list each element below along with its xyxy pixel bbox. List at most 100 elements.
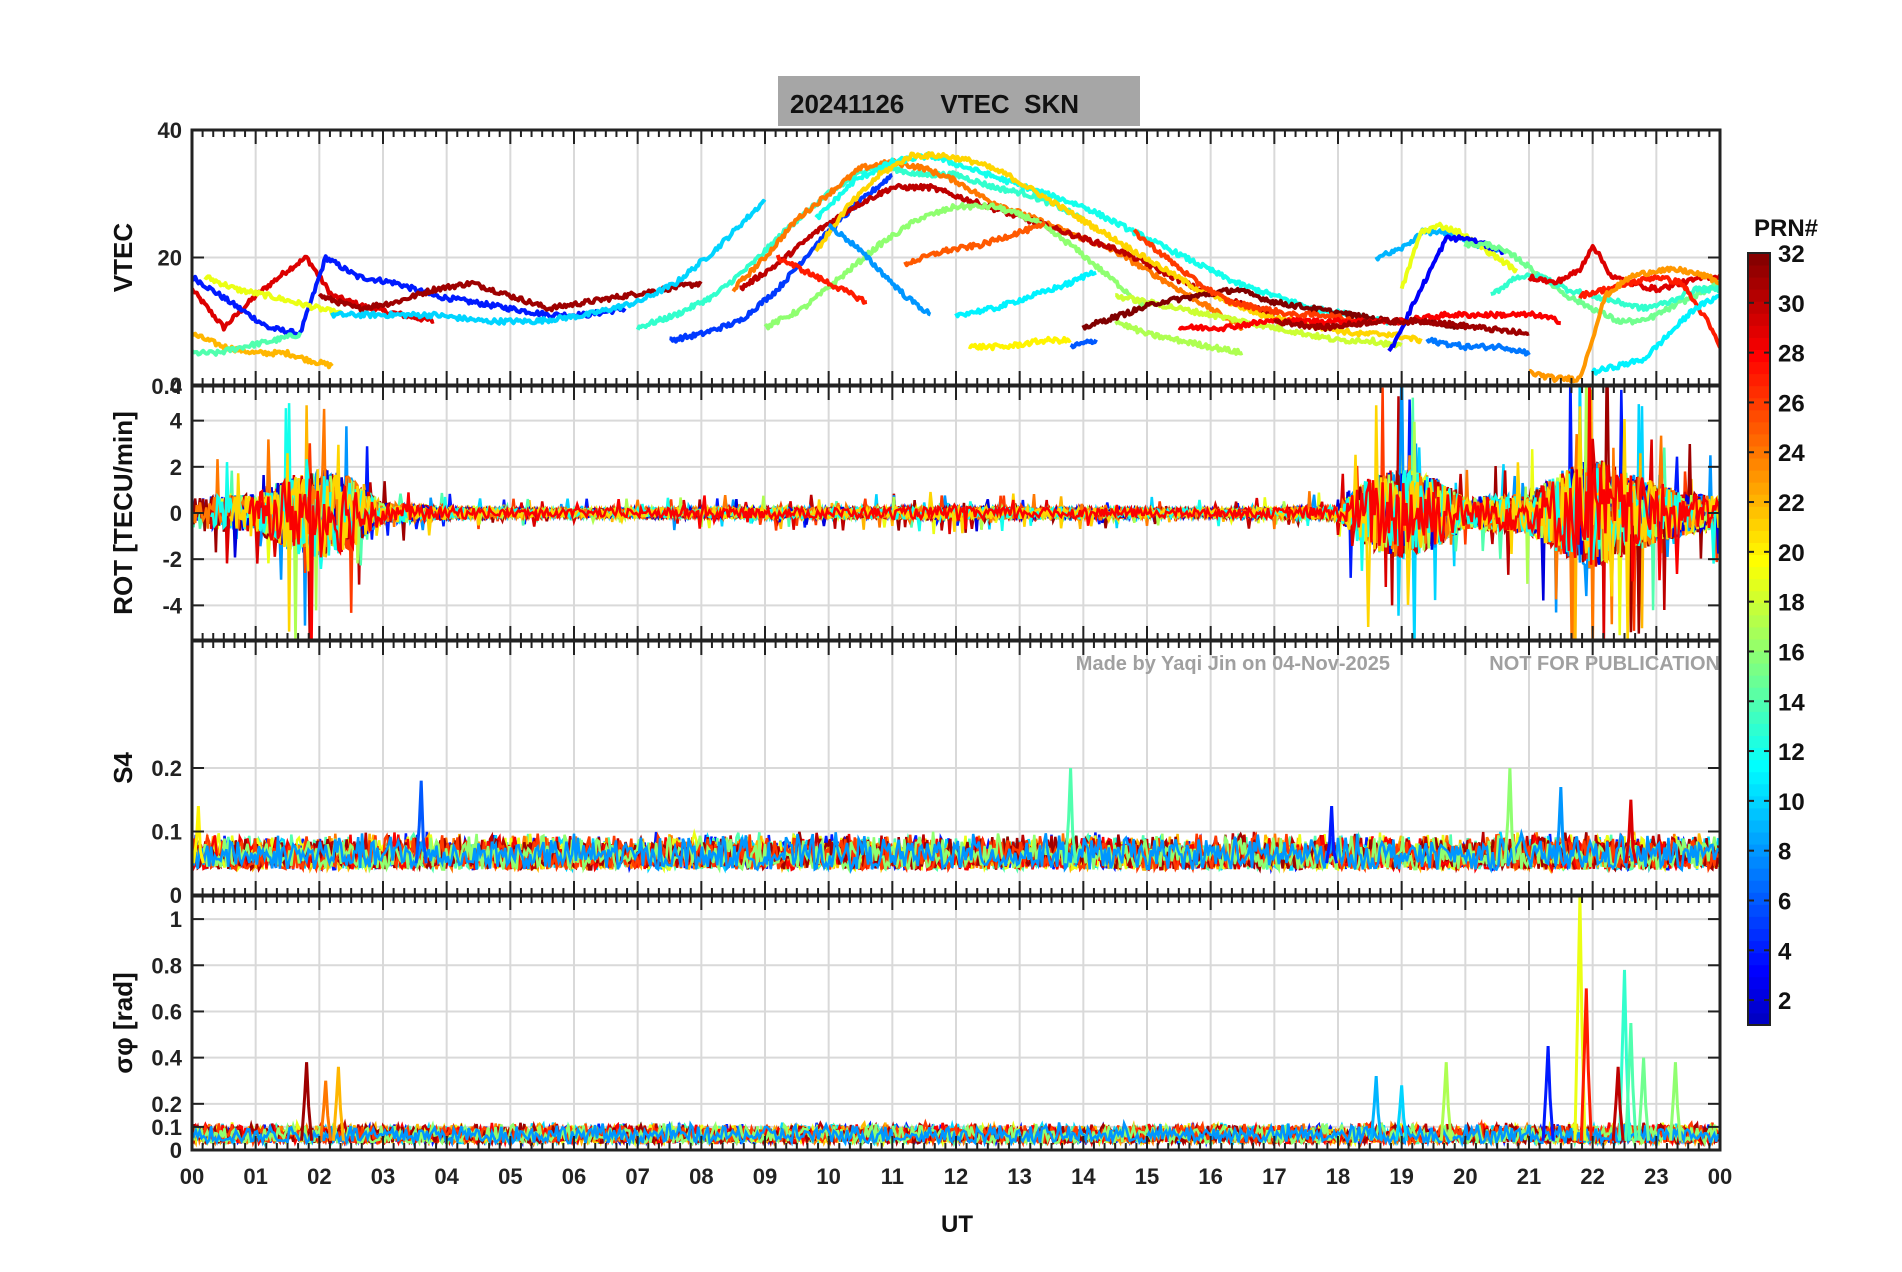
y-tick-label-vtec: 20 xyxy=(158,246,182,271)
vtec-series-prn-14 xyxy=(192,331,303,357)
x-tick-label: 04 xyxy=(434,1164,459,1189)
vtec-series-prn-20 xyxy=(967,335,1072,352)
colorbar-segment xyxy=(1748,711,1770,724)
colorbar-segment xyxy=(1748,253,1770,266)
vtec-series-prn-25 xyxy=(903,221,1046,268)
colorbar-segment xyxy=(1748,880,1770,893)
colorbar-segment xyxy=(1748,530,1770,543)
vtec-series-prn-6 xyxy=(1069,338,1098,350)
colorbar-segment xyxy=(1748,421,1770,435)
colorbar-segment xyxy=(1748,566,1770,580)
colorbar-segment xyxy=(1748,482,1770,495)
vtec-series-prn-17 xyxy=(1114,320,1244,356)
vtec-series-prn-22 xyxy=(192,331,334,370)
sigma_phi-spike xyxy=(1439,1062,1453,1141)
vtec-series-prn-23 xyxy=(1528,265,1720,384)
colorbar-tick-label: 12 xyxy=(1778,739,1805,766)
colorbar-segment xyxy=(1748,602,1770,616)
colorbar-segment xyxy=(1748,687,1770,700)
x-tick-label: 18 xyxy=(1326,1164,1350,1189)
colorbar-segment xyxy=(1748,614,1770,628)
colorbar-segment xyxy=(1748,783,1770,797)
vtec-series-prn-15 xyxy=(1463,240,1720,326)
colorbar-segment xyxy=(1748,518,1770,531)
y-tick-label-sigma_phi: 0 xyxy=(170,1138,182,1163)
colorbar-tick-label: 20 xyxy=(1778,540,1805,567)
colorbar-segment xyxy=(1748,542,1770,556)
x-tick-label: 19 xyxy=(1389,1164,1413,1189)
title-box xyxy=(778,76,1140,126)
x-tick-label: 00 xyxy=(1708,1164,1732,1189)
colorbar-title: PRN# xyxy=(1754,215,1818,242)
colorbar-tick-label: 6 xyxy=(1778,888,1791,915)
x-tick-label: 05 xyxy=(498,1164,522,1189)
y-tick-label-sigma_phi: 0.4 xyxy=(151,1046,182,1071)
s4-spike xyxy=(1554,786,1568,864)
panel-rot: -4 -2 0 2 4 0.4 ROT [TECU/min] xyxy=(108,374,1722,642)
sigma_phi-spike xyxy=(331,1066,345,1141)
colorbar-segment xyxy=(1748,663,1770,676)
colorbar-segment xyxy=(1748,349,1770,363)
x-tick-label: 12 xyxy=(944,1164,968,1189)
colorbar-segment xyxy=(1748,1000,1770,1014)
colorbar-segment xyxy=(1748,771,1770,785)
vtec-series-prn-12 xyxy=(814,151,1391,326)
colorbar-segment xyxy=(1748,578,1770,592)
sigma_phi-spike xyxy=(1395,1085,1409,1141)
grid-sigma_phi xyxy=(192,896,1720,1151)
rot-series-prn-12 xyxy=(209,403,1720,571)
colorbar-segment xyxy=(1748,856,1770,869)
data-rot xyxy=(192,386,1720,640)
colorbar-segment xyxy=(1748,590,1770,604)
colorbar-segment xyxy=(1748,904,1770,917)
colorbar-segment xyxy=(1748,1012,1770,1026)
y-tick-label-sigma_phi: 0.6 xyxy=(151,999,182,1024)
watermark-notice: NOT FOR PUBLICATION xyxy=(1489,653,1720,675)
colorbar-segment xyxy=(1748,313,1770,326)
colorbar-segment xyxy=(1748,409,1770,423)
y-tick-label-rot: 0 xyxy=(170,501,182,526)
colorbar-segment xyxy=(1748,747,1770,761)
colorbar-segment xyxy=(1748,735,1770,749)
s4-spike xyxy=(1624,799,1638,864)
panel-vtec: 0 20 40 VTEC xyxy=(108,118,1722,398)
chart-title: 20241126 VTEC SKN xyxy=(790,89,1079,119)
colorbar-tick-label: 10 xyxy=(1778,789,1805,816)
y-tick-label-s4: 0.1 xyxy=(151,820,182,845)
colorbar-segment xyxy=(1748,759,1770,773)
x-tick-label: 11 xyxy=(881,1164,904,1189)
colorbar-tick-label: 24 xyxy=(1778,440,1805,467)
colorbar-segment xyxy=(1748,554,1770,568)
x-tick-label: 13 xyxy=(1007,1164,1031,1189)
colorbar-segment xyxy=(1748,494,1770,507)
colorbar-segment xyxy=(1748,506,1770,519)
y-tick-label-rot: 2 xyxy=(170,455,182,480)
s4-spike xyxy=(192,806,205,864)
vtec-series-prn-19 xyxy=(1399,221,1519,290)
colorbar-segment xyxy=(1748,265,1770,278)
data-s4 xyxy=(192,767,1720,875)
vtec-series-prn-26 xyxy=(1132,228,1359,325)
y-tick-label-vtec: 0 xyxy=(170,373,182,398)
colorbar-segment xyxy=(1748,916,1770,929)
x-tick-label: 17 xyxy=(1262,1164,1286,1189)
y-axis-label-vtec: VTEC xyxy=(108,223,138,293)
colorbar-segment xyxy=(1748,626,1770,640)
colorbar-segment xyxy=(1748,639,1770,652)
vtec-series-prn-31 xyxy=(317,279,703,313)
colorbar-tick-label: 14 xyxy=(1778,689,1805,716)
colorbar-segment xyxy=(1748,301,1770,314)
y-tick-label-sigma_phi: 0.8 xyxy=(151,953,182,978)
sigma_phi-spike xyxy=(1369,1076,1383,1141)
vtec-series-prn-4 xyxy=(192,254,627,338)
ticks-vtec xyxy=(191,129,1721,386)
colorbar-segment xyxy=(1748,964,1770,978)
rot-series-prn-28 xyxy=(248,386,1720,640)
colorbar-segment xyxy=(1748,819,1770,833)
colorbar-segment xyxy=(1748,651,1770,664)
s4-spike xyxy=(1064,767,1078,864)
x-tick-label: 07 xyxy=(625,1164,649,1189)
x-tick-label: 06 xyxy=(562,1164,586,1189)
s4-spike xyxy=(414,780,428,864)
